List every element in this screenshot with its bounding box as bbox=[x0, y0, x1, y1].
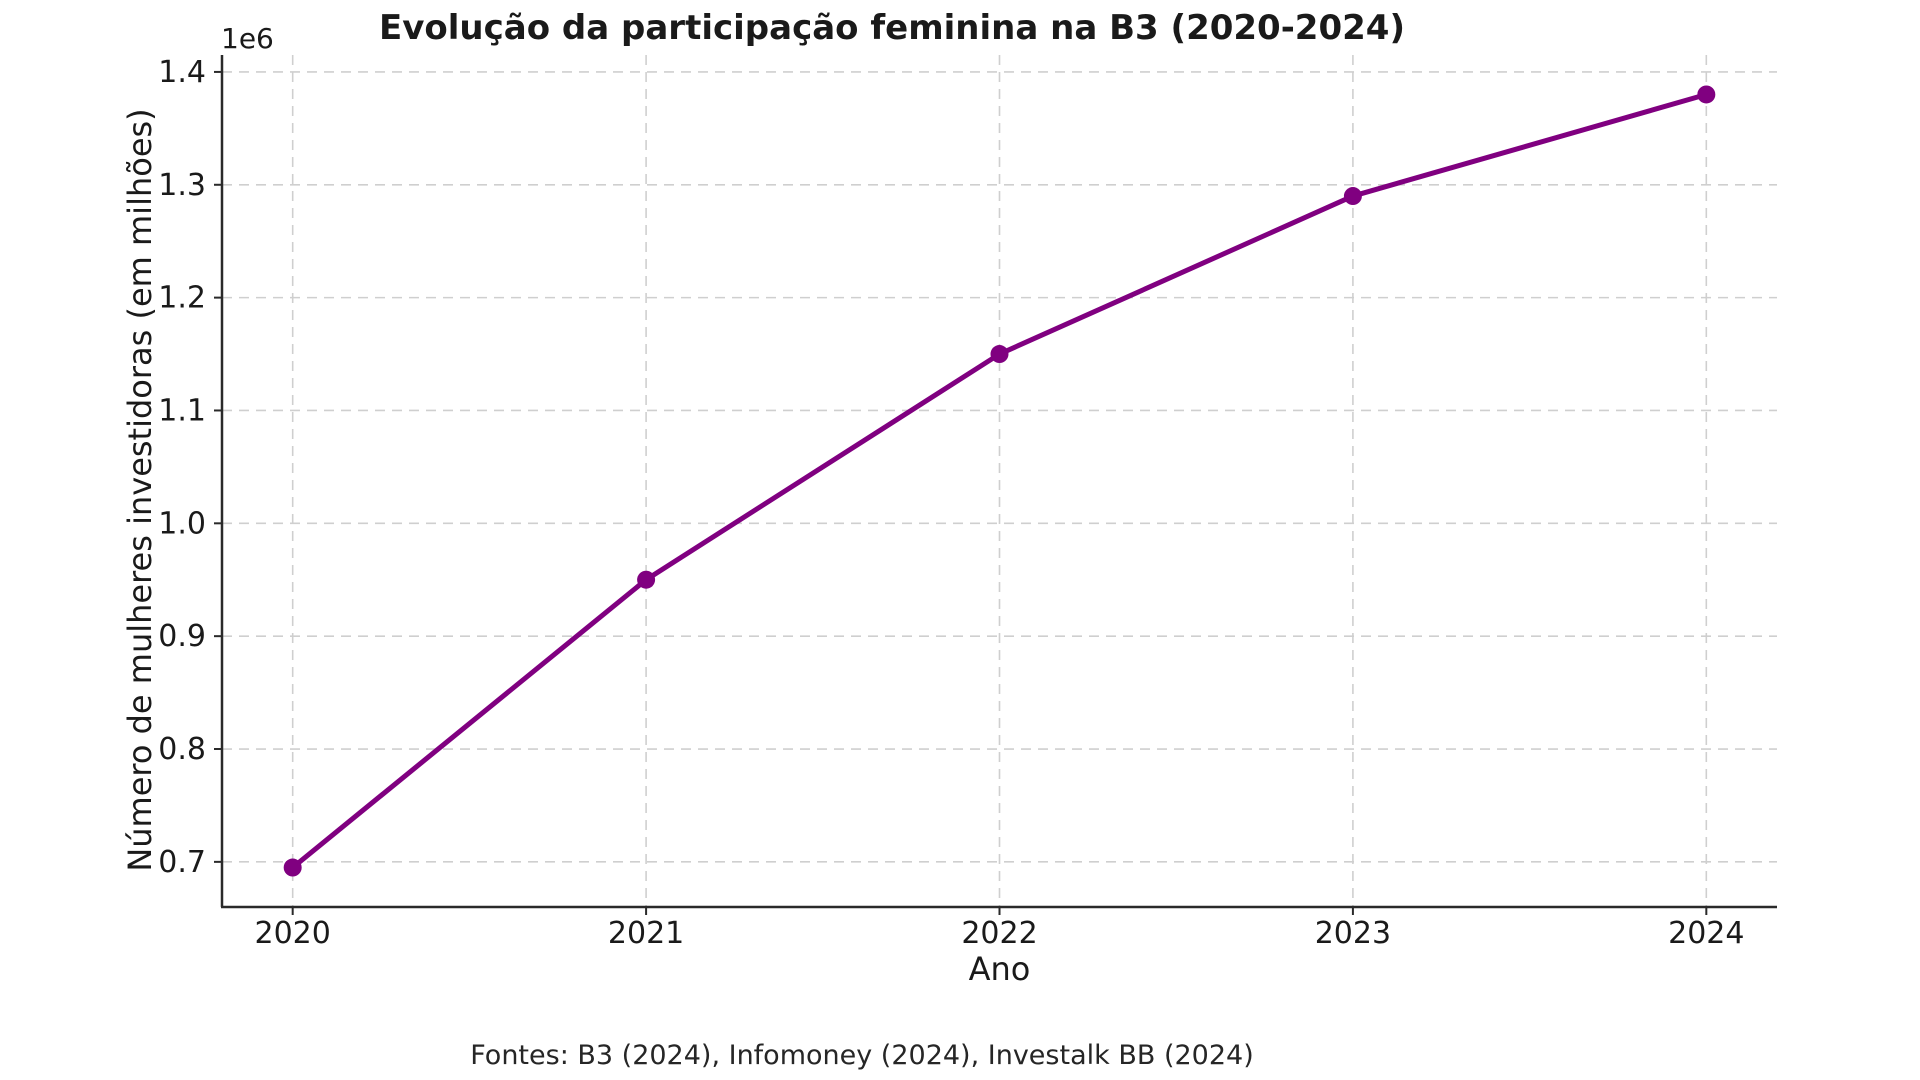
x-axis-label: Ano bbox=[968, 950, 1031, 988]
data-point-marker bbox=[637, 570, 656, 589]
footer-source-text: Fontes: B3 (2024), Infomoney (2024), Inv… bbox=[470, 1040, 1254, 1071]
y-axis-tick-label: 1.0 bbox=[158, 506, 206, 541]
y-axis-tick-label: 1.1 bbox=[158, 393, 206, 428]
x-axis-tick-label: 2023 bbox=[1315, 916, 1391, 951]
y-axis-tick-label: 0.8 bbox=[158, 732, 206, 767]
x-axis-tick-label: 2024 bbox=[1668, 916, 1744, 951]
data-point-marker bbox=[1343, 187, 1362, 206]
y-axis-tick-label: 0.9 bbox=[158, 619, 206, 654]
data-point-marker bbox=[990, 345, 1009, 364]
y-axis-tick-label: 1.3 bbox=[158, 168, 206, 203]
chart-title: Evolução da participação feminina na B3 … bbox=[379, 8, 1405, 48]
data-point-marker bbox=[1697, 85, 1716, 104]
y-axis-tick-label: 1.2 bbox=[158, 281, 206, 316]
y-axis-tick-label: 1.4 bbox=[158, 55, 206, 90]
y-axis-tick-label: 0.7 bbox=[158, 845, 206, 880]
x-axis-tick-label: 2020 bbox=[255, 916, 331, 951]
x-axis-tick-label: 2021 bbox=[608, 916, 684, 951]
x-axis-tick-label: 2022 bbox=[961, 916, 1037, 951]
data-point-marker bbox=[283, 858, 302, 877]
y-axis-offset-label: 1e6 bbox=[221, 22, 274, 55]
